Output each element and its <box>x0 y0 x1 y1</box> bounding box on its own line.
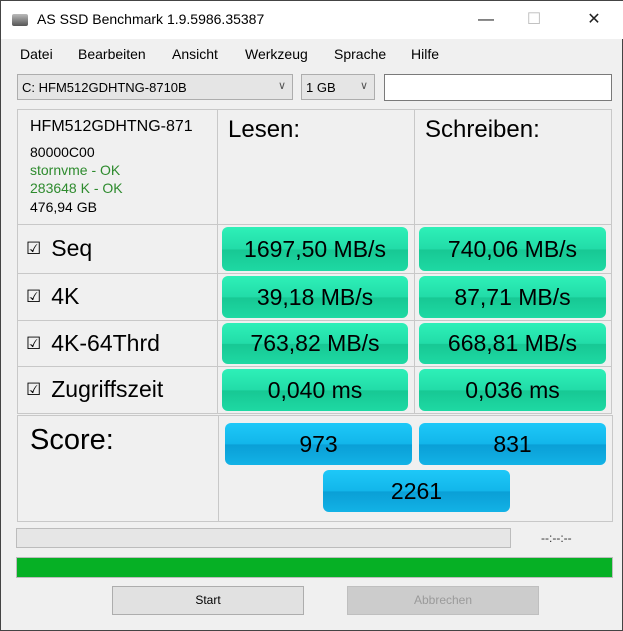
drive-firmware: 80000C00 <box>30 144 95 160</box>
read-header-cell: Lesen: <box>217 109 415 225</box>
drive-info-panel: HFM512GDHTNG-871 80000C00 stornvme - OK … <box>17 109 218 225</box>
close-button[interactable]: ✕ <box>587 11 601 28</box>
start-button[interactable]: Start <box>112 586 304 615</box>
drive-icon <box>12 14 28 26</box>
checkbox-1[interactable]: ☑ <box>26 287 42 306</box>
read-result: 39,18 MB/s <box>222 276 408 318</box>
row-label[interactable]: ☑ 4K <box>26 283 79 310</box>
read-result: 763,82 MB/s <box>222 323 408 364</box>
overall-progress-bar <box>16 557 613 578</box>
row-label-cell: ☑ Seq <box>17 224 218 274</box>
drive-select-value: C: HFM512GDHTNG-8710B <box>22 80 187 95</box>
row-label[interactable]: ☑ 4K-64Thrd <box>26 330 160 357</box>
write-result: 87,71 MB/s <box>419 276 606 318</box>
title-bar: AS SSD Benchmark 1.9.5986.35387 — ☐ ✕ <box>1 1 623 39</box>
cancel-button[interactable]: Abbrechen <box>347 586 539 615</box>
total-score: 2261 <box>323 470 510 512</box>
write-header: Schreiben: <box>425 116 540 143</box>
write-result: 0,036 ms <box>419 369 606 411</box>
window-title: AS SSD Benchmark 1.9.5986.35387 <box>37 11 265 27</box>
maximize-button[interactable]: ☐ <box>526 11 542 28</box>
write-score: 831 <box>419 423 606 465</box>
score-label: Score: <box>30 424 114 456</box>
drive-select[interactable]: C: HFM512GDHTNG-8710B ∨ <box>17 74 293 100</box>
read-header: Lesen: <box>228 116 301 143</box>
text-field[interactable] <box>384 74 612 101</box>
row-label[interactable]: ☑ Seq <box>26 235 92 262</box>
checkbox-3[interactable]: ☑ <box>26 380 42 399</box>
test-progress-bar <box>16 528 511 548</box>
read-result: 1697,50 MB/s <box>222 227 408 271</box>
write-header-cell: Schreiben: <box>414 109 612 225</box>
read-score: 973 <box>225 423 412 465</box>
test-name: 4K-64Thrd <box>51 329 160 356</box>
size-select[interactable]: 1 GB ∨ <box>301 74 375 100</box>
drive-driver-status: stornvme - OK <box>30 162 121 178</box>
size-select-value: 1 GB <box>306 80 336 95</box>
minimize-button[interactable]: — <box>478 11 494 28</box>
menu-bearbeiten[interactable]: Bearbeiten <box>78 46 146 62</box>
test-name: 4K <box>51 283 80 309</box>
checkbox-0[interactable]: ☑ <box>26 239 42 258</box>
row-label-cell: ☑ 4K-64Thrd <box>17 320 218 367</box>
write-result: 668,81 MB/s <box>419 323 606 364</box>
read-result: 0,040 ms <box>222 369 408 411</box>
checkbox-2[interactable]: ☑ <box>26 333 42 353</box>
menu-sprache[interactable]: Sprache <box>334 46 387 62</box>
elapsed-time: --:--:-- <box>541 531 572 545</box>
menu-hilfe[interactable]: Hilfe <box>411 46 440 62</box>
menu-datei[interactable]: Datei <box>20 46 53 62</box>
test-name: Seq <box>51 235 93 261</box>
write-result: 740,06 MB/s <box>419 227 606 271</box>
drive-model: HFM512GDHTNG-871 <box>30 118 193 135</box>
row-label[interactable]: ☑ Zugriffszeit <box>26 376 163 403</box>
chevron-down-icon: ∨ <box>359 80 368 92</box>
drive-capacity: 476,94 GB <box>30 199 97 215</box>
test-name: Zugriffszeit <box>51 376 164 402</box>
chevron-down-icon: ∨ <box>277 80 286 92</box>
menu-werkzeug[interactable]: Werkzeug <box>245 46 308 62</box>
row-label-cell: ☑ Zugriffszeit <box>17 366 218 414</box>
row-label-cell: ☑ 4K <box>17 273 218 321</box>
drive-alignment-status: 283648 K - OK <box>30 180 123 196</box>
menu-ansicht[interactable]: Ansicht <box>172 46 218 62</box>
